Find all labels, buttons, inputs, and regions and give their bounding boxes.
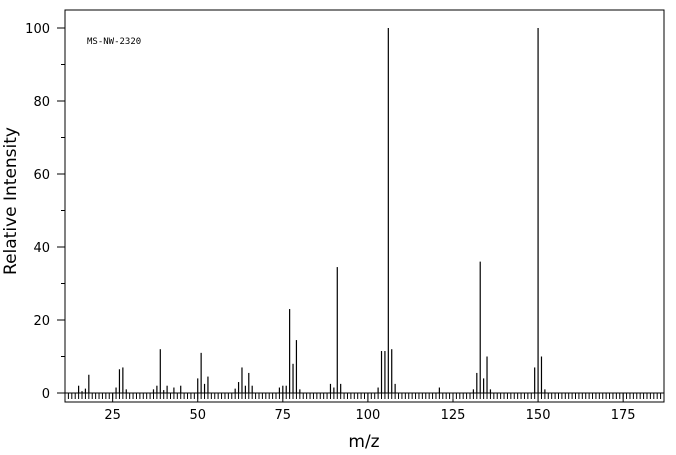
x-tick-label: 175 bbox=[611, 408, 636, 423]
y-tick-label: 60 bbox=[33, 168, 50, 183]
x-tick-label: 75 bbox=[275, 408, 292, 423]
y-axis-title: Relative Intensity bbox=[1, 127, 21, 275]
x-tick-label: 150 bbox=[526, 408, 551, 423]
y-tick-label: 20 bbox=[33, 314, 50, 329]
plot-frame bbox=[64, 9, 665, 403]
y-axis-ticks: 0 20 40 60 80 100 bbox=[25, 22, 65, 402]
x-axis-ticks: 25 50 75 100 125 150 175 bbox=[104, 393, 636, 423]
x-tick-label: 100 bbox=[355, 408, 380, 423]
x-tick-label: 125 bbox=[441, 408, 466, 423]
y-tick-label: 80 bbox=[33, 95, 50, 110]
minor-ticks bbox=[64, 393, 665, 399]
y-tick-label: 40 bbox=[33, 241, 50, 256]
y-tick-label: 100 bbox=[25, 22, 50, 37]
x-tick-label: 25 bbox=[104, 408, 121, 423]
x-axis-title: m/z bbox=[348, 432, 379, 452]
spectrum-peaks bbox=[78, 28, 546, 393]
spectrum-annotation: MS-NW-2320 bbox=[87, 37, 141, 47]
y-tick-label: 0 bbox=[42, 387, 50, 402]
x-tick-label: 50 bbox=[189, 408, 206, 423]
